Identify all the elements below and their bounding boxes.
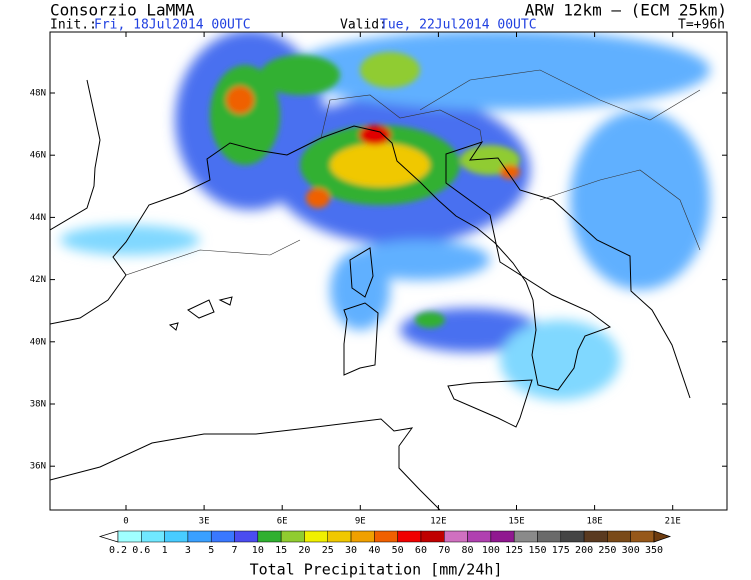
lon-label: 9E	[355, 517, 366, 527]
colorbar-swatch	[164, 530, 189, 543]
colorbar-label: 300	[622, 545, 640, 556]
colorbar-swatch	[583, 530, 608, 543]
colorbar-label: 30	[345, 545, 357, 556]
lead-time: T=+96h	[678, 18, 725, 33]
colorbar-over	[653, 530, 672, 543]
colorbar-label: 1	[162, 545, 168, 556]
colorbar-label: 10	[252, 545, 264, 556]
lon-label: 0	[123, 517, 128, 527]
colorbar-label: 70	[438, 545, 450, 556]
colorbar-swatch	[374, 530, 398, 543]
colorbar-label: 0.2	[109, 545, 127, 556]
colorbar-swatch	[280, 530, 305, 543]
lat-label: 36N	[30, 462, 46, 472]
init-label: Init.:	[50, 18, 97, 33]
corsica	[349, 247, 374, 298]
lat-label: 46N	[30, 151, 46, 161]
colorbar-swatch	[630, 530, 655, 543]
map-area	[50, 32, 727, 510]
colorbar-under	[98, 530, 119, 543]
colorbar-label: 100	[482, 545, 500, 556]
precip-cores	[210, 52, 520, 328]
axes: 48N 46N 44N 42N 40N 38N 36N 0 3E 6E 9E 12E 15E 18E 21E	[30, 32, 727, 527]
colorbar-swatch	[513, 530, 538, 543]
colorbar-label: 0.6	[132, 545, 150, 556]
colorbar-swatch	[117, 530, 142, 543]
valid-label: Valid:	[340, 18, 387, 33]
colorbar-label: 80	[462, 545, 474, 556]
colorbar: 0.2 0.6 1 3 5 7 10 15 20 25 30 40 50 60 70 80 100 125 150 1…	[98, 530, 672, 556]
lon-label: 18E	[586, 517, 602, 527]
lat-label: 44N	[30, 213, 46, 223]
lon-label: 12E	[430, 517, 446, 527]
colorbar-swatch	[234, 530, 259, 543]
biscay-coast	[50, 79, 101, 231]
init-date: Fri, 18Jul2014 00UTC	[94, 18, 251, 33]
north-africa-coast	[50, 418, 441, 510]
sicily	[447, 379, 533, 428]
colorbar-label: 250	[598, 545, 616, 556]
colorbar-swatch	[607, 530, 631, 543]
colorbar-swatch	[467, 530, 492, 543]
lon-label: 15E	[508, 517, 524, 527]
colorbar-swatch	[444, 530, 468, 543]
lon-label: 3E	[199, 517, 210, 527]
colorbar-swatch	[257, 530, 282, 543]
colorbar-label: 3	[185, 545, 191, 556]
colorbar-swatch	[537, 530, 562, 543]
colorbar-swatch	[304, 530, 328, 543]
lat-label: 42N	[30, 275, 46, 285]
lat-label: 48N	[30, 89, 46, 99]
lon-label: 6E	[277, 517, 288, 527]
valid-date: Tue, 22Jul2014 00UTC	[380, 18, 537, 33]
colorbar-swatch	[327, 530, 352, 543]
colorbar-swatch	[560, 530, 585, 543]
lon-label: 21E	[665, 517, 681, 527]
colorbar-label: 20	[298, 545, 310, 556]
colorbar-swatch	[490, 530, 515, 543]
lat-label: 40N	[30, 337, 46, 347]
colorbar-label: 7	[232, 545, 238, 556]
borders	[125, 69, 701, 276]
colorbar-swatch	[397, 530, 422, 543]
colorbar-swatch	[210, 530, 235, 543]
colorbar-swatch	[141, 530, 165, 543]
header-left: Consorzio LaMMA	[50, 1, 195, 20]
colorbar-label: 5	[208, 545, 214, 556]
colorbar-label: 25	[322, 545, 334, 556]
colorbar-label: 50	[392, 545, 404, 556]
colorbar-label: 125	[505, 545, 523, 556]
colorbar-swatch	[350, 530, 375, 543]
coastline	[50, 125, 691, 399]
lat-label: 38N	[30, 400, 46, 410]
balearics	[168, 296, 233, 331]
colorbar-swatch	[420, 530, 445, 543]
colorbar-label: 40	[368, 545, 380, 556]
colorbar-label: 15	[275, 545, 287, 556]
sardinia	[343, 302, 379, 376]
header-right: ARW 12km – (ECM 25km)	[525, 1, 727, 20]
colorbar-label: 200	[575, 545, 593, 556]
colorbar-label: 175	[552, 545, 570, 556]
colorbar-label: 150	[528, 545, 546, 556]
map-frame	[49, 31, 728, 511]
colorbar-label: 350	[645, 545, 663, 556]
colorbar-swatch	[187, 530, 212, 543]
colorbar-title: Total Precipitation [mm/24h]	[250, 561, 503, 579]
colorbar-label: 60	[415, 545, 427, 556]
